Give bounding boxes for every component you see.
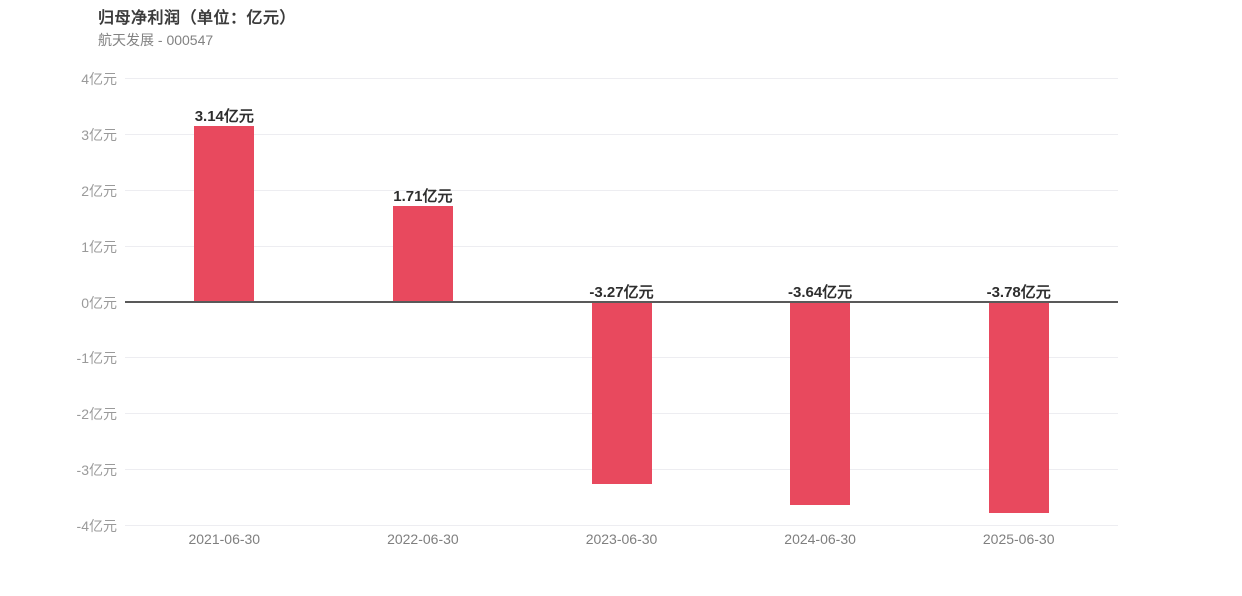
y-tick-label: 4亿元: [81, 71, 117, 87]
chart-title: 归母净利润（单位：亿元）: [98, 10, 297, 27]
x-axis: 2021-06-30 2022-06-30 2023-06-30 2024-06-30…: [125, 531, 1118, 555]
gridline: [125, 189, 1118, 191]
y-tick-label: 3亿元: [81, 126, 117, 143]
bar-2023-06-30[interactable]: [591, 301, 652, 485]
bar-2024-06-30[interactable]: [790, 301, 851, 505]
bar-value-label: -3.78亿元: [986, 283, 1051, 301]
y-tick-label: -1亿元: [76, 350, 117, 367]
x-tick-label: 2023-06-30: [585, 531, 658, 547]
plot-area: 3.14亿元 1.71亿元 -3.27亿元 -3.64亿元 -3.78亿元: [125, 78, 1118, 526]
gridline: [125, 133, 1118, 135]
x-tick-label: 2024-06-30: [784, 531, 856, 547]
bar-value-label: -3.27亿元: [589, 283, 654, 301]
y-tick-label: -2亿元: [76, 406, 117, 423]
bar-value-label: -3.64亿元: [787, 283, 853, 301]
x-tick-label: 2022-06-30: [387, 531, 459, 547]
bar-2022-06-30[interactable]: [392, 205, 453, 302]
y-tick-label: 0亿元: [81, 294, 117, 311]
y-axis: 4亿元 3亿元 2亿元 1亿元 0亿元 -1亿元 -2亿元 -3亿元 -4亿元: [0, 71, 117, 534]
zero-axis-line: [125, 300, 1118, 303]
bar-2025-06-30[interactable]: [988, 301, 1049, 513]
bar-2021-06-30[interactable]: [194, 126, 255, 302]
y-tick-label: -3亿元: [76, 462, 117, 479]
y-tick-label: -4亿元: [76, 518, 117, 534]
y-tick-label: 1亿元: [81, 238, 117, 255]
x-tick-label: 2021-06-30: [188, 531, 261, 547]
gridline: [125, 245, 1118, 247]
chart-subtitle: 航天发展 - 000547: [98, 32, 214, 48]
gridline: [125, 78, 1118, 79]
bar-value-label: 1.71亿元: [393, 187, 453, 205]
x-tick-label: 2025-06-30: [982, 531, 1055, 547]
y-tick-label: 2亿元: [81, 182, 117, 199]
gridline: [125, 525, 1118, 526]
bar-value-label: 3.14亿元: [194, 108, 254, 126]
